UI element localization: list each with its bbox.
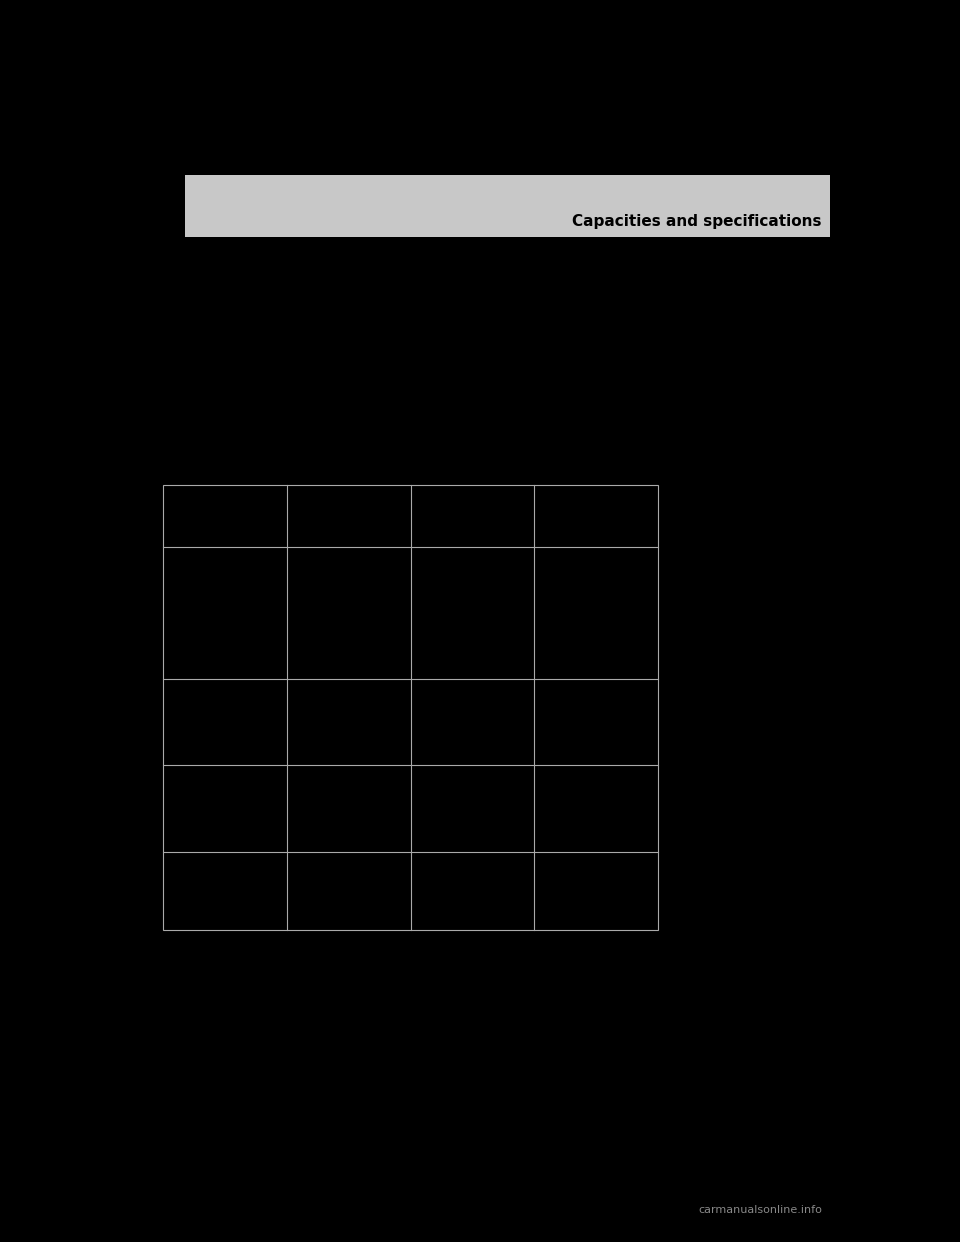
Text: carmanualsonline.info: carmanualsonline.info	[698, 1205, 822, 1215]
Text: Capacities and specifications: Capacities and specifications	[572, 214, 822, 229]
Bar	[163, 484, 658, 930]
Bar	[185, 175, 830, 237]
